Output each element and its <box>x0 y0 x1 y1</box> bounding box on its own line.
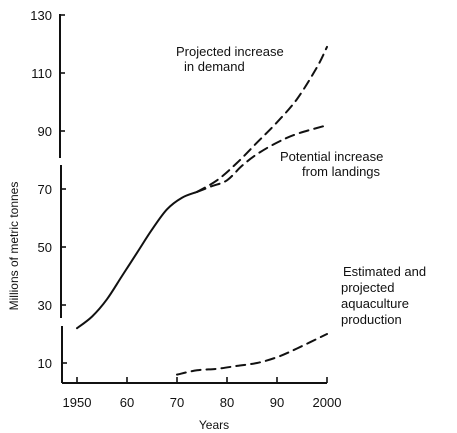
annotation-line: aquaculture <box>341 296 409 311</box>
annotation-line: projected <box>341 280 394 295</box>
x-tick-label: 2000 <box>313 395 342 410</box>
x-tick-label: 60 <box>120 395 134 410</box>
x-tick-label: 80 <box>220 395 234 410</box>
y-axis-label: Millions of metric tonnes <box>7 182 21 311</box>
x-tick-label: 70 <box>170 395 184 410</box>
y-ticks: 10 30 50 70 90 110 130 <box>30 8 67 371</box>
y-tick-label: 30 <box>38 298 52 313</box>
y-tick-label: 70 <box>38 182 52 197</box>
y-tick-label: 10 <box>38 356 52 371</box>
y-tick-label: 130 <box>30 8 52 23</box>
annotation-line: Potential increase <box>280 149 383 164</box>
annotation-line: production <box>341 312 402 327</box>
y-tick-label: 50 <box>38 240 52 255</box>
y-axis-line <box>59 14 63 383</box>
x-tick-label: 90 <box>270 395 284 410</box>
annotation-demand: Projected increase in demand <box>176 44 287 74</box>
annotation-line: in demand <box>184 59 245 74</box>
annotation-landings: Potential increase from landings <box>280 149 387 179</box>
annotation-line: Projected increase <box>176 44 284 59</box>
annotation-line: Estimated and <box>343 264 426 279</box>
series-layer <box>76 45 328 376</box>
annotations: Projected increase in demand Potential i… <box>176 44 430 327</box>
y-tick-label: 110 <box>31 66 52 81</box>
aquaculture-line <box>176 333 328 376</box>
historical-line <box>76 190 198 330</box>
x-ticks: 1950 60 70 80 90 2000 <box>63 377 342 410</box>
x-axis-label: Years <box>199 418 229 432</box>
x-tick-label: 1950 <box>63 395 92 410</box>
annotation-aquaculture: Estimated and projected aquaculture prod… <box>341 264 430 327</box>
demand-projection-line <box>196 45 328 193</box>
axes <box>59 14 327 384</box>
landings-projection-line <box>196 124 328 193</box>
annotation-line: from landings <box>302 164 381 179</box>
y-tick-label: 90 <box>38 124 52 139</box>
